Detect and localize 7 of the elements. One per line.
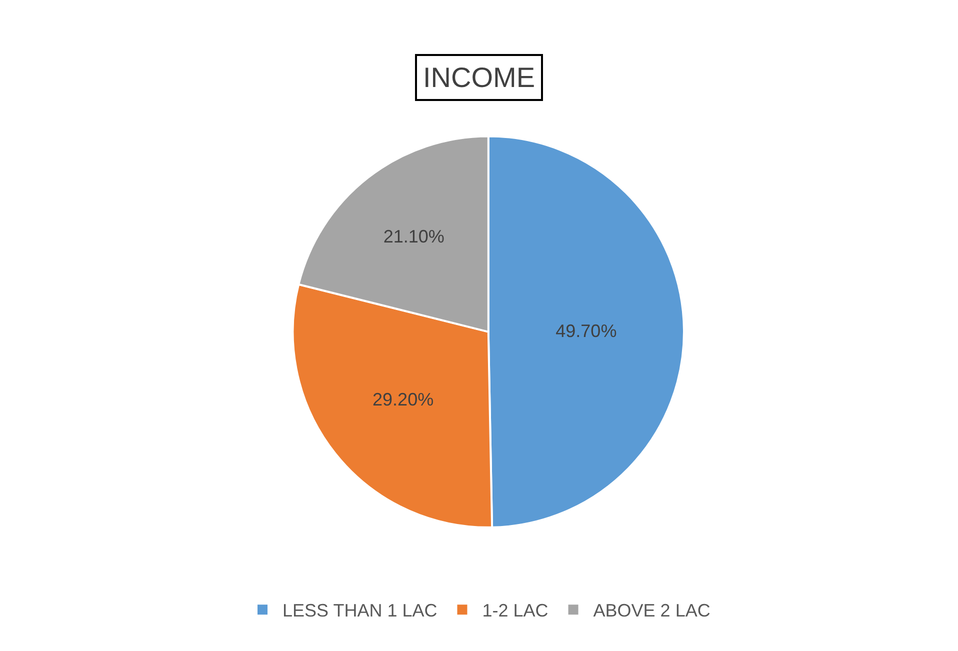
data-label: 29.20% [372,390,434,410]
legend-label: 1-2 LAC [482,600,548,621]
legend-label: LESS THAN 1 LAC [282,600,438,621]
chart-title: INCOME [423,62,535,93]
legend-label: ABOVE 2 LAC [593,600,710,621]
data-label: 21.10% [383,226,444,246]
data-label: 49.70% [556,320,617,341]
